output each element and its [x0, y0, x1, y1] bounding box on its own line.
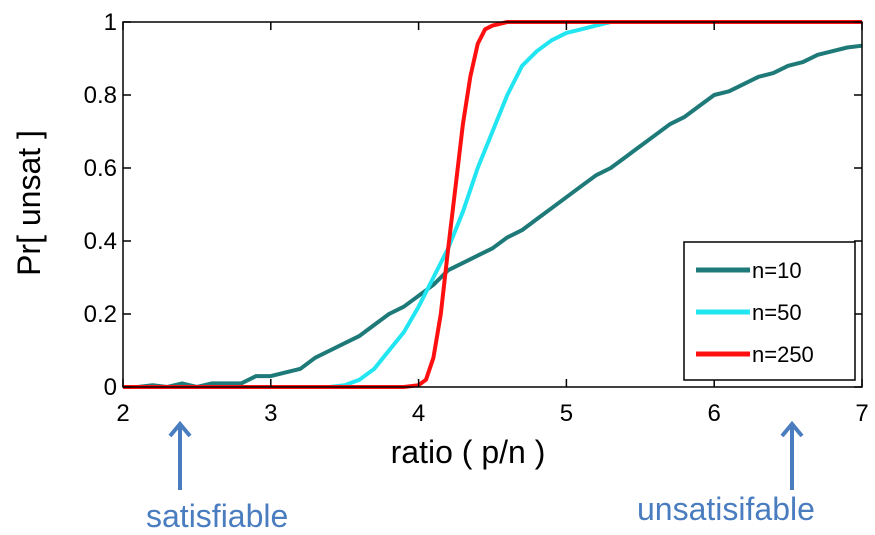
- legend-label-n-10: n=10: [752, 258, 802, 283]
- series-line-n-10: [123, 43, 863, 389]
- y-tick-label: 0.2: [84, 301, 117, 328]
- left-arrow-icon: [168, 420, 192, 490]
- x-tick-label: 7: [855, 400, 868, 427]
- right-arrow-icon: [780, 420, 804, 490]
- legend-label-n-250: n=250: [752, 342, 814, 367]
- x-tick-label: 3: [264, 400, 277, 427]
- y-axis-ticks: 0 0.2 0.4 0.6 0.8 1: [84, 9, 862, 401]
- y-tick-label: 0.8: [84, 82, 117, 109]
- y-axis-title: Pr[ unsat ]: [11, 130, 47, 276]
- x-tick-label: 5: [560, 400, 573, 427]
- y-tick-label: 0.6: [84, 155, 117, 182]
- x-axis-ticks: 2 3 4 5 6 7: [116, 22, 869, 427]
- y-tick-label: 1: [104, 9, 117, 36]
- x-tick-label: 4: [412, 400, 425, 427]
- x-tick-label: 6: [708, 400, 721, 427]
- legend: n=10 n=50 n=250: [683, 241, 856, 381]
- unsatisfiable-label: unsatisifable: [637, 491, 815, 527]
- y-tick-label: 0.4: [84, 228, 117, 255]
- y-tick-label: 0: [104, 374, 117, 401]
- legend-label-n-50: n=50: [752, 300, 802, 325]
- x-axis-title: ratio ( p/n ): [391, 434, 546, 470]
- satisfiable-label: satisfiable: [146, 498, 289, 534]
- plot-frame: [122, 21, 863, 388]
- x-tick-label: 2: [116, 400, 129, 427]
